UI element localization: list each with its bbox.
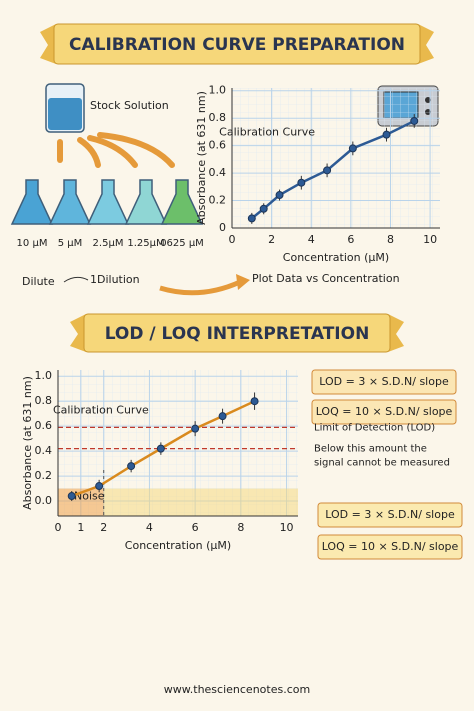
banner <box>40 23 434 65</box>
dilution-label: 0625 μM <box>160 238 204 249</box>
data-point <box>275 191 284 200</box>
data-point <box>297 178 306 187</box>
x-axis-label: Concentration (μM) <box>283 251 389 264</box>
x-tick-label: 1 <box>77 521 84 534</box>
x-tick-label: 4 <box>146 521 153 534</box>
x-tick-label: 10 <box>423 233 437 246</box>
data-point <box>348 144 357 153</box>
step-label: Plot Data vs Concentration <box>252 272 400 285</box>
noise-label: Noise <box>74 490 105 503</box>
dilution-label: 2.5μM <box>93 238 124 249</box>
y-tick-label: 0.0 <box>35 494 53 507</box>
data-point <box>250 397 259 406</box>
x-tick-label: 0 <box>229 233 236 246</box>
data-point <box>127 462 136 471</box>
formula-boxes: LOD = 3 × S.D.N/ slope LOQ = 10 × S.D.N/ … <box>311 369 463 560</box>
arrow <box>159 279 242 296</box>
data-point <box>410 116 419 125</box>
x-tick-label: 8 <box>387 233 394 246</box>
formula: LOQ = 10 × S.D.N/ slope <box>322 540 459 553</box>
x-tick-label: 8 <box>237 521 244 534</box>
banner <box>70 313 404 353</box>
arrow-head <box>236 274 250 290</box>
data-point <box>156 444 165 453</box>
y-tick-label: 0.6 <box>35 419 53 432</box>
formula: LOD = 3 × S.D.N/ slope <box>319 375 449 388</box>
y-tick-label: 0.8 <box>209 111 227 124</box>
footer: www.thesciencenotes.com <box>164 683 310 696</box>
data-point <box>67 492 76 501</box>
note: signal cannot be measured <box>314 458 450 469</box>
data-point <box>95 482 104 491</box>
annotation: Calibration Curve <box>53 404 149 417</box>
data-point <box>259 204 268 213</box>
formula: LOQ = 10 × S.D.N/ slope <box>316 405 453 418</box>
step-label: 1Dilution <box>90 273 140 286</box>
dilution-arrows <box>57 132 175 168</box>
x-tick-label: 2 <box>268 233 275 246</box>
y-tick-label: 0.8 <box>35 394 53 407</box>
dilution-label: 5 μM <box>58 238 83 249</box>
data-point <box>218 412 227 421</box>
x-tick-label: 0 <box>55 521 62 534</box>
y-tick-label: 0.4 <box>209 166 227 179</box>
y-axis-label: Absorbance (at 631 nm) <box>21 376 34 510</box>
noise-band-extension <box>103 488 298 516</box>
x-axis-label: Concentration (μM) <box>125 539 231 552</box>
stock-label: Stock Solution <box>90 99 169 112</box>
arrow <box>63 276 89 283</box>
formula-box <box>317 502 463 528</box>
formula: LOD = 3 × S.D.N/ slope <box>325 508 455 521</box>
data-point <box>323 166 332 175</box>
reference-label: Limit of Detection (LOD) <box>314 422 435 433</box>
y-tick-label: 1.0 <box>35 369 53 382</box>
y-axis-label: Absorbance (at 631 nm) <box>195 91 208 225</box>
data-point <box>191 424 200 433</box>
formula-box <box>311 369 457 395</box>
formula-box <box>311 399 457 425</box>
y-tick-label: 0 <box>219 221 226 234</box>
step-label: Dilute <box>22 275 55 288</box>
beaker-icon <box>45 83 85 133</box>
section-title: LOD / LOQ INTERPRETATION <box>105 324 370 344</box>
x-tick-label: 4 <box>308 233 315 246</box>
y-tick-label: 0.6 <box>209 139 227 152</box>
data-point <box>382 130 391 139</box>
dilution-label: 10 μM <box>17 238 48 249</box>
x-tick-label: 6 <box>347 233 354 246</box>
y-tick-label: 1.0 <box>209 84 227 97</box>
y-tick-label: 0.2 <box>209 194 227 207</box>
y-tick-label: 0.2 <box>35 469 53 482</box>
x-tick-label: 10 <box>280 521 294 534</box>
note: Below this amount the <box>314 444 427 455</box>
dilution-label: 1.25μM <box>127 238 164 249</box>
x-tick-label: 6 <box>192 521 199 534</box>
data-point <box>247 214 256 223</box>
y-tick-label: 0.4 <box>35 444 53 457</box>
section-title: CALIBRATION CURVE PREPARATION <box>69 35 405 55</box>
formula-box <box>317 534 463 560</box>
flasks <box>10 179 204 225</box>
x-tick-label: 2 <box>100 521 107 534</box>
annotation: Calibration Curve <box>219 125 315 138</box>
